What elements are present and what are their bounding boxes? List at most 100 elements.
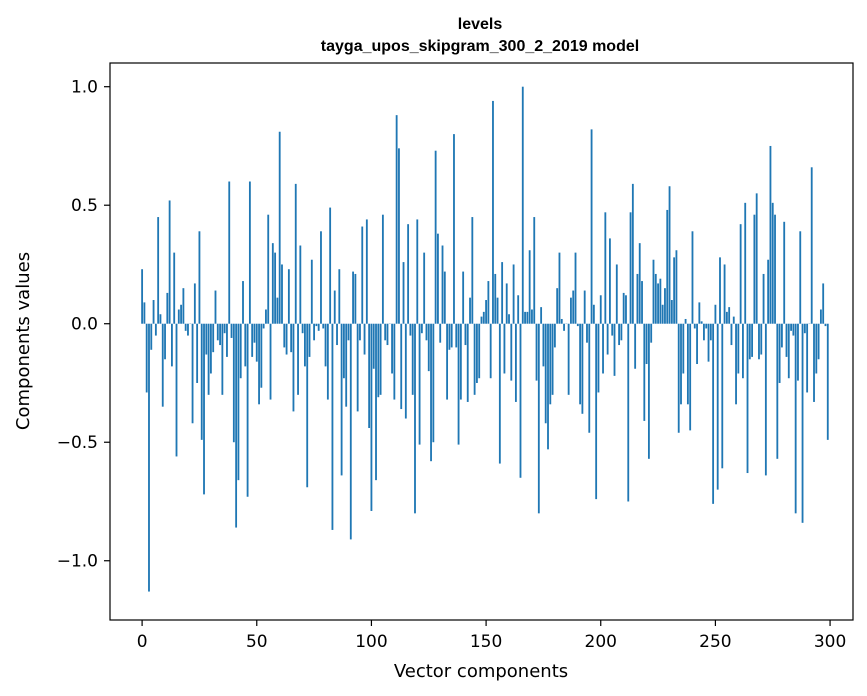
bar-280 [783, 221, 786, 324]
bar-131 [441, 245, 444, 324]
bar-264 [746, 323, 749, 474]
bar-89 [345, 323, 348, 407]
bar-295 [817, 323, 820, 360]
bar-207 [615, 264, 618, 324]
bar-15 [175, 323, 178, 457]
bar-179 [551, 323, 554, 395]
bar-72 [306, 323, 309, 488]
bar-140 [462, 271, 465, 324]
bar-282 [787, 323, 790, 379]
bar-110 [393, 323, 396, 400]
bar-136 [453, 134, 455, 324]
bar-82 [329, 207, 332, 324]
bar-270 [760, 323, 763, 355]
bar-95 [359, 323, 361, 341]
bar-90 [347, 323, 350, 341]
bar-37 [226, 323, 228, 357]
bar-58 [274, 252, 277, 324]
bar-205 [611, 323, 614, 336]
bar-20 [187, 323, 189, 336]
bar-26 [200, 323, 203, 440]
bar-117 [409, 323, 412, 336]
bar-249 [712, 323, 715, 504]
bar-144 [471, 217, 474, 324]
bar-173 [537, 323, 540, 514]
bar-50 [255, 323, 258, 362]
bar-10 [164, 323, 166, 360]
bar-112 [398, 148, 400, 324]
bar-160 [508, 314, 510, 324]
bar-238 [686, 323, 689, 405]
bar-92 [352, 271, 354, 324]
bar-201 [602, 323, 604, 374]
bar-211 [625, 295, 627, 324]
x-tick-label: 200 [585, 632, 617, 652]
bar-128 [434, 150, 437, 324]
bar-29 [207, 323, 210, 395]
bar-182 [558, 252, 561, 324]
bar-233 [675, 250, 678, 324]
bar-14 [173, 252, 176, 324]
chart-subtitle: tayga_upos_skipgram_300_2_2019 model [321, 38, 639, 55]
bar-216 [636, 273, 639, 324]
bar-272 [764, 323, 767, 476]
bar-135 [450, 323, 453, 348]
bar-48 [251, 323, 254, 357]
bar-183 [560, 318, 563, 324]
bar-276 [774, 214, 776, 324]
bar-259 [735, 323, 737, 405]
bar-229 [666, 209, 669, 324]
bar-138 [457, 323, 460, 445]
bar-289 [803, 323, 806, 334]
bar-275 [771, 202, 774, 324]
bar-104 [379, 323, 382, 395]
bar-260 [737, 323, 740, 374]
bar-8 [159, 314, 162, 324]
bar-234 [677, 323, 680, 433]
bar-241 [693, 323, 696, 329]
bar-44 [242, 281, 244, 324]
bar-213 [629, 212, 632, 324]
bar-284 [792, 323, 795, 336]
bar-40 [232, 323, 235, 443]
bar-202 [604, 212, 607, 324]
bar-195 [588, 323, 591, 433]
bar-181 [556, 288, 559, 324]
bar-283 [790, 323, 792, 331]
bar-101 [372, 323, 375, 369]
bar-121 [418, 323, 421, 445]
bar-208 [618, 323, 621, 346]
bar-66 [292, 323, 295, 412]
bar-176 [544, 323, 547, 424]
bar-28 [205, 323, 208, 355]
bar-254 [723, 264, 726, 324]
bar-78 [320, 231, 322, 324]
bar-168 [526, 311, 529, 324]
bar-240 [691, 231, 694, 324]
bar-152 [489, 323, 492, 379]
bar-224 [654, 273, 657, 324]
bar-94 [356, 323, 359, 412]
bar-41 [235, 323, 238, 528]
bar-178 [549, 323, 552, 405]
bar-65 [290, 323, 293, 353]
bar-247 [707, 323, 710, 362]
bar-106 [384, 323, 387, 341]
bar-33 [216, 323, 219, 341]
bar-103 [377, 323, 380, 398]
bar-7 [157, 217, 160, 324]
bar-57 [271, 243, 274, 324]
bar-298 [824, 323, 827, 327]
bar-25 [198, 231, 201, 324]
bar-130 [439, 323, 442, 343]
bar-122 [420, 323, 423, 334]
bar-9 [161, 323, 164, 407]
bar-267 [753, 214, 756, 324]
bar-245 [703, 323, 705, 341]
bar-278 [778, 323, 781, 383]
bar-243 [698, 302, 701, 324]
bar-46 [246, 323, 249, 497]
bar-4 [150, 323, 153, 350]
bar-134 [448, 323, 451, 350]
